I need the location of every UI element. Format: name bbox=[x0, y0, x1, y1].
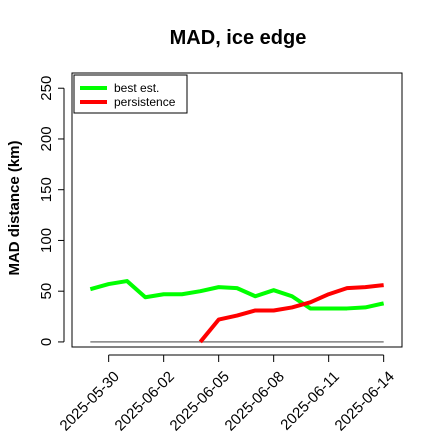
series-line-0 bbox=[89, 279, 385, 311]
plot-frame bbox=[71, 72, 403, 348]
y-tick-label: 250 bbox=[38, 76, 55, 101]
legend-label: best est. bbox=[114, 81, 159, 95]
y-tick-label: 150 bbox=[38, 177, 55, 202]
legend-label: persistence bbox=[114, 95, 176, 109]
y-tick-label: 50 bbox=[38, 283, 55, 300]
y-tick-label: 200 bbox=[38, 126, 55, 151]
legend: best est.persistence bbox=[73, 74, 188, 114]
y-tick-label: 100 bbox=[38, 228, 55, 253]
y-tick-label: 0 bbox=[38, 338, 55, 346]
y-axis-label: MAD distance (km) bbox=[6, 140, 23, 275]
chart-title: MAD, ice edge bbox=[170, 27, 307, 49]
series-line-1 bbox=[198, 283, 384, 344]
legend-box bbox=[73, 74, 188, 114]
